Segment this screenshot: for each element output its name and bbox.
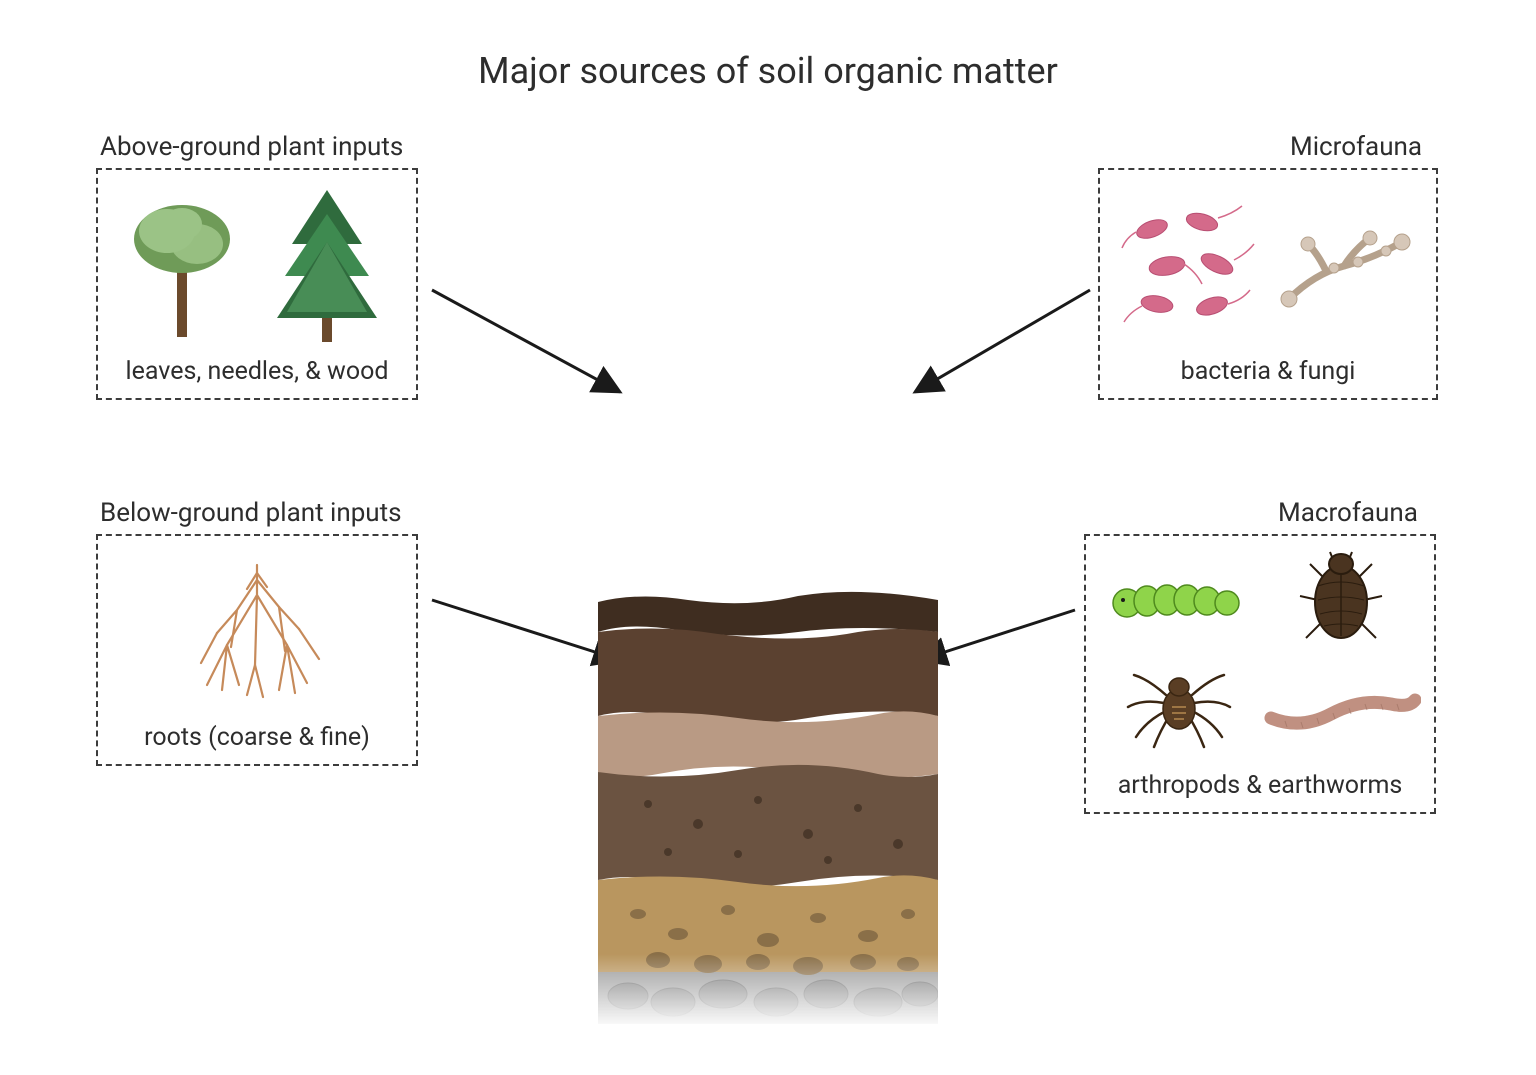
soil-profile-icon xyxy=(598,584,938,1024)
arrow-below-to-soil xyxy=(432,600,620,660)
macrofauna-box: arthropods & earthworms xyxy=(1084,534,1436,814)
bacteria-icon xyxy=(1112,194,1262,334)
above-ground-caption: leaves, needles, & wood xyxy=(98,357,416,386)
earthworm-icon xyxy=(1261,670,1421,740)
microfauna-title: Microfauna xyxy=(1290,132,1422,162)
above-ground-title: Above-ground plant inputs xyxy=(100,132,403,162)
microfauna-caption: bacteria & fungi xyxy=(1100,357,1436,386)
deciduous-tree-icon xyxy=(127,189,237,339)
arrow-above-to-soil xyxy=(432,290,620,392)
arrow-macro-to-soil xyxy=(920,610,1075,660)
fungi-icon xyxy=(1274,204,1424,324)
macrofauna-title: Macrofauna xyxy=(1278,498,1418,528)
macrofauna-icons xyxy=(1098,548,1422,757)
spider-icon xyxy=(1124,657,1234,752)
below-ground-caption: roots (coarse & fine) xyxy=(98,723,416,752)
arrow-micro-to-soil xyxy=(915,290,1090,392)
above-ground-box: leaves, needles, & wood xyxy=(96,168,418,400)
microfauna-icons xyxy=(1100,185,1436,343)
caterpillar-icon xyxy=(1109,573,1249,628)
above-ground-icons xyxy=(98,185,416,343)
diagram-title: Major sources of soil organic matter xyxy=(0,50,1536,92)
macrofauna-caption: arthropods & earthworms xyxy=(1086,771,1434,800)
below-ground-title: Below-ground plant inputs xyxy=(100,498,402,528)
pine-tree-icon xyxy=(267,184,387,344)
beetle-icon xyxy=(1296,550,1386,650)
below-ground-box: roots (coarse & fine) xyxy=(96,534,418,766)
microfauna-box: bacteria & fungi xyxy=(1098,168,1438,400)
below-ground-icons xyxy=(98,551,416,709)
roots-icon xyxy=(167,555,347,705)
